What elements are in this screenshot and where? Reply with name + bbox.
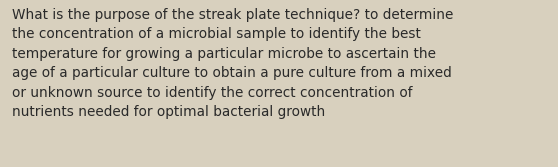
Text: What is the purpose of the streak plate technique? to determine
the concentratio: What is the purpose of the streak plate … [12,8,454,119]
